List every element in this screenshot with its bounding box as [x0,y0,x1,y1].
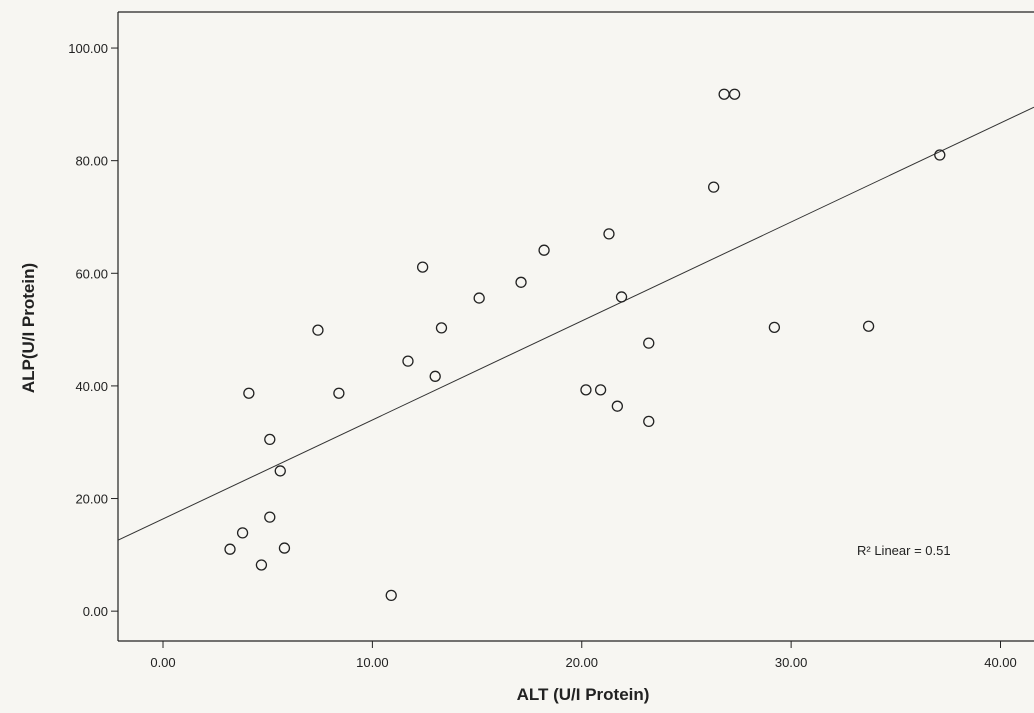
data-point [435,322,448,334]
y-tick-label: 80.00 [75,154,108,169]
x-tick-label: 20.00 [565,655,598,670]
data-point [515,276,527,288]
r-squared-annotation: R² Linear = 0.51 [857,543,951,558]
data-point [385,589,397,602]
data-point [224,543,236,555]
data-point [594,384,607,396]
data-point [643,415,655,428]
y-tick-label: 100.00 [68,41,108,56]
data-point [255,559,268,571]
data-point [934,149,946,161]
y-tick-label: 60.00 [75,266,108,281]
data-point [402,355,414,367]
data-point [728,88,741,100]
fit-line [117,106,1034,541]
y-tick-label: 40.00 [75,379,108,394]
y-tick-label: 20.00 [75,492,108,507]
data-point [264,511,276,523]
x-tick-label: 0.00 [150,655,175,670]
data-point [236,527,249,539]
y-tick-label: 0.00 [83,604,108,619]
data-point [264,433,276,446]
data-point [333,387,345,399]
data-point [312,324,324,336]
data-point [718,88,730,100]
data-point [473,292,485,304]
data-point [538,244,550,256]
x-tick-label: 10.00 [356,655,389,670]
data-point [274,465,286,477]
y-axis-title: ALP(U/I Protein) [19,263,38,393]
data-point [416,261,429,273]
data-point [603,228,615,240]
data-point [580,384,592,396]
x-tick-label: 30.00 [775,655,808,670]
data-point [768,321,781,333]
data-point [429,370,441,382]
x-tick-label: 40.00 [984,655,1017,670]
data-point [278,542,291,554]
data-point [708,181,720,193]
data-point [615,291,628,303]
data-point [643,337,655,349]
x-axis-title: ALT (U/I Protein) [517,685,650,704]
data-point [611,400,624,412]
data-point [243,387,255,399]
data-point [862,320,875,332]
